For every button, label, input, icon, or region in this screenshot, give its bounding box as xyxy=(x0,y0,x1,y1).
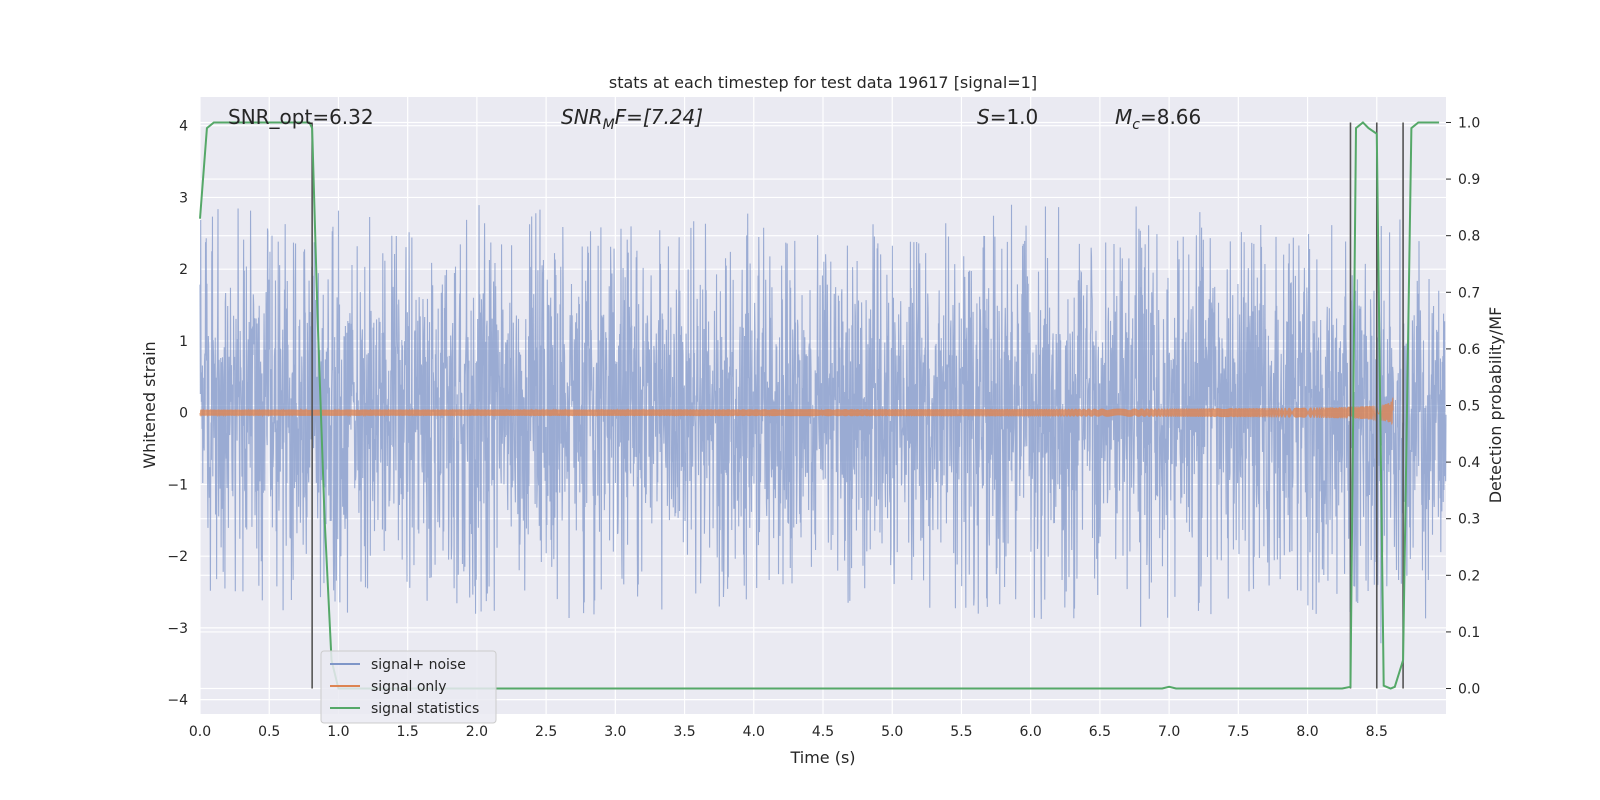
y2-tick-label: 1.0 xyxy=(1458,115,1480,131)
noise-line xyxy=(199,204,1447,644)
y2-tick-label: 0.3 xyxy=(1458,512,1480,528)
x-tick-label: 7.0 xyxy=(1158,724,1180,740)
legend-label-signal-only: signal only xyxy=(371,679,446,695)
x-tick-label: 5.0 xyxy=(881,724,903,740)
x-tick-label: 3.5 xyxy=(673,724,695,740)
x-tick-label: 1.0 xyxy=(327,724,349,740)
legend: signal+ noise signal only signal statist… xyxy=(320,650,497,724)
x-tick-label: 4.5 xyxy=(812,724,834,740)
series-signal-plus-noise xyxy=(199,204,1447,644)
annotation-mc-sub: c xyxy=(1132,117,1140,133)
series-signal-only xyxy=(199,397,1394,425)
y2-tick-label: 0.4 xyxy=(1458,455,1480,471)
y-tick-label: 1 xyxy=(179,334,188,350)
y-axis-label: Whitened strain xyxy=(140,341,159,468)
x-tick-label: 1.5 xyxy=(397,724,419,740)
annotation-s-italic: S xyxy=(977,105,990,129)
y-tick-label: −3 xyxy=(167,621,188,637)
y-tick-label: 4 xyxy=(179,119,188,135)
annotation-snr-mf-main: SNR xyxy=(561,105,603,129)
y2-tick-label: 0.9 xyxy=(1458,172,1480,188)
y2-tick-label: 0.0 xyxy=(1458,682,1480,698)
x-tick-label: 2.0 xyxy=(466,724,488,740)
x-tick-label: 8.5 xyxy=(1366,724,1388,740)
y2-tick-label: 0.1 xyxy=(1458,625,1480,641)
ticks: 0.0 0.5 1.0 1.5 2.0 2.5 3.0 3.5 4.0 4.5 5.0 5.5 6.0 6… xyxy=(167,115,1480,740)
annotation-snr-opt: SNR_opt=6.32 xyxy=(228,105,374,129)
annotation-snr-mf-rest: F=[7.24] xyxy=(615,105,703,129)
x-axis-label: Time (s) xyxy=(789,748,855,767)
y-tick-label: −4 xyxy=(167,693,188,709)
statistics-line xyxy=(199,121,1440,690)
series-signal-statistics xyxy=(199,121,1440,690)
x-tick-label: 6.5 xyxy=(1089,724,1111,740)
annotation-snr-mf-sub: M xyxy=(603,117,615,133)
annotation-mc-italic: M xyxy=(1115,105,1132,129)
y2-tick-label: 0.8 xyxy=(1458,229,1480,245)
chirp-line xyxy=(199,397,1394,425)
legend-box xyxy=(320,650,497,724)
x-tick-label: 6.0 xyxy=(1020,724,1042,740)
x-tick-label: 7.5 xyxy=(1227,724,1249,740)
annotation-s-rest: =1.0 xyxy=(990,105,1039,129)
legend-label-signal-statistics: signal statistics xyxy=(371,701,479,717)
annotation-snr-mf: SNRMF=[7.24] xyxy=(561,105,703,133)
y-tick-label: 0 xyxy=(179,406,188,422)
x-tick-label: 0.0 xyxy=(189,724,211,740)
y2-tick-label: 0.7 xyxy=(1458,285,1480,301)
y-tick-label: −1 xyxy=(167,477,188,493)
y2-tick-label: 0.5 xyxy=(1458,399,1480,415)
x-tick-label: 8.0 xyxy=(1296,724,1318,740)
y2-tick-label: 0.2 xyxy=(1458,568,1480,584)
x-tick-label: 5.5 xyxy=(950,724,972,740)
y-tick-label: 3 xyxy=(179,190,188,206)
x-tick-label: 2.5 xyxy=(535,724,557,740)
legend-label-signal-plus-noise: signal+ noise xyxy=(371,657,466,673)
annotation-mc: Mc=8.66 xyxy=(1115,105,1201,133)
x-tick-label: 4.0 xyxy=(743,724,765,740)
x-tick-label: 3.0 xyxy=(604,724,626,740)
annotation-s: S=1.0 xyxy=(977,105,1038,129)
chart-title: stats at each timestep for test data 196… xyxy=(609,73,1037,92)
y-tick-label: 2 xyxy=(179,262,188,278)
y-tick-label: −2 xyxy=(167,549,188,565)
y2-axis-label: Detection probability/MF xyxy=(1486,307,1505,504)
annotation-mc-rest: =8.66 xyxy=(1140,105,1201,129)
y2-tick-label: 0.6 xyxy=(1458,342,1480,358)
x-tick-label: 0.5 xyxy=(258,724,280,740)
